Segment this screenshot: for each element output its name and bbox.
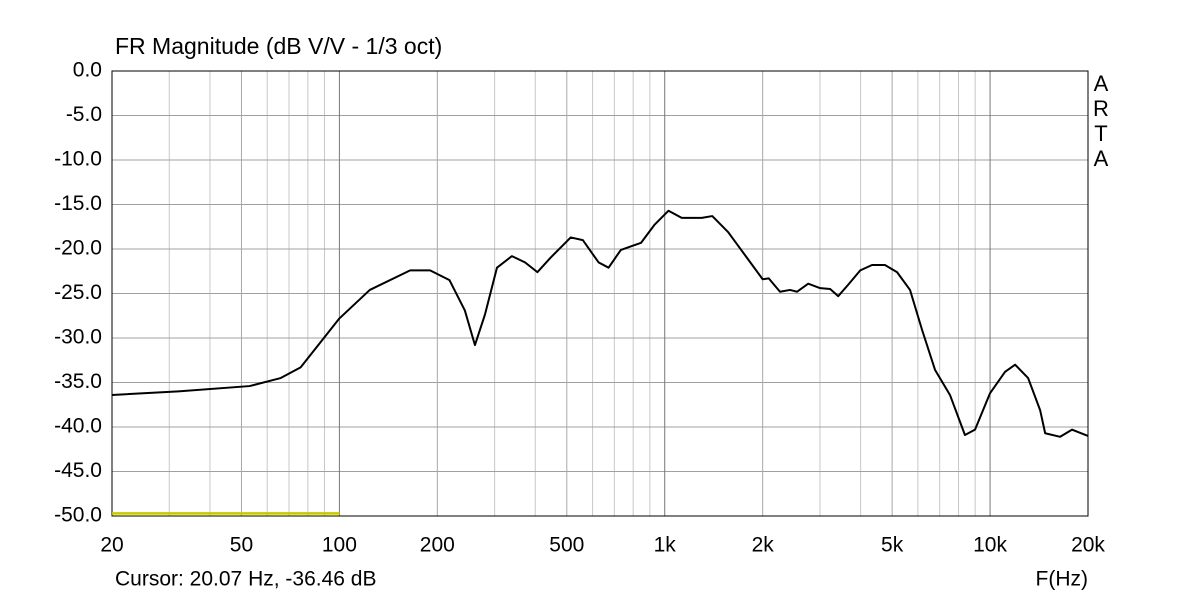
plot-frame bbox=[111, 70, 1089, 517]
watermark-letter: R bbox=[1093, 96, 1109, 121]
watermark-letter: T bbox=[1094, 121, 1107, 146]
x-tick-label: 20k bbox=[1071, 534, 1105, 557]
chart-title: FR Magnitude (dB V/V - 1/3 oct) bbox=[115, 33, 442, 59]
x-axis-label: F(Hz) bbox=[1036, 568, 1088, 591]
y-tick-label: -35.0 bbox=[54, 370, 102, 393]
x-tick-label: 2k bbox=[752, 534, 775, 557]
x-tick-label: 100 bbox=[322, 534, 357, 557]
y-tick-label: 0.0 bbox=[73, 59, 102, 82]
y-tick-label: -25.0 bbox=[54, 281, 102, 304]
watermark-letter: A bbox=[1094, 71, 1109, 96]
y-tick-label: -15.0 bbox=[54, 192, 102, 215]
y-tick-label: -5.0 bbox=[66, 103, 102, 126]
x-tick-label: 1k bbox=[654, 534, 677, 557]
y-tick-label: -30.0 bbox=[54, 326, 102, 349]
y-tick-label: -10.0 bbox=[54, 148, 102, 171]
x-tick-label: 5k bbox=[881, 534, 904, 557]
x-tick-label: 20 bbox=[100, 534, 123, 557]
x-tick-label: 50 bbox=[230, 534, 253, 557]
watermark-letter: A bbox=[1094, 146, 1109, 171]
y-tick-label: -20.0 bbox=[54, 237, 102, 260]
y-tick-label: -50.0 bbox=[54, 504, 102, 527]
x-tick-label: 200 bbox=[420, 534, 455, 557]
x-tick-label: 10k bbox=[973, 534, 1007, 557]
y-tick-label: -45.0 bbox=[54, 459, 102, 482]
y-tick-label: -40.0 bbox=[54, 415, 102, 438]
x-tick-label: 500 bbox=[549, 534, 584, 557]
cursor-readout: Cursor: 20.07 Hz, -36.46 dB bbox=[115, 568, 376, 591]
series-line bbox=[111, 209, 1089, 438]
